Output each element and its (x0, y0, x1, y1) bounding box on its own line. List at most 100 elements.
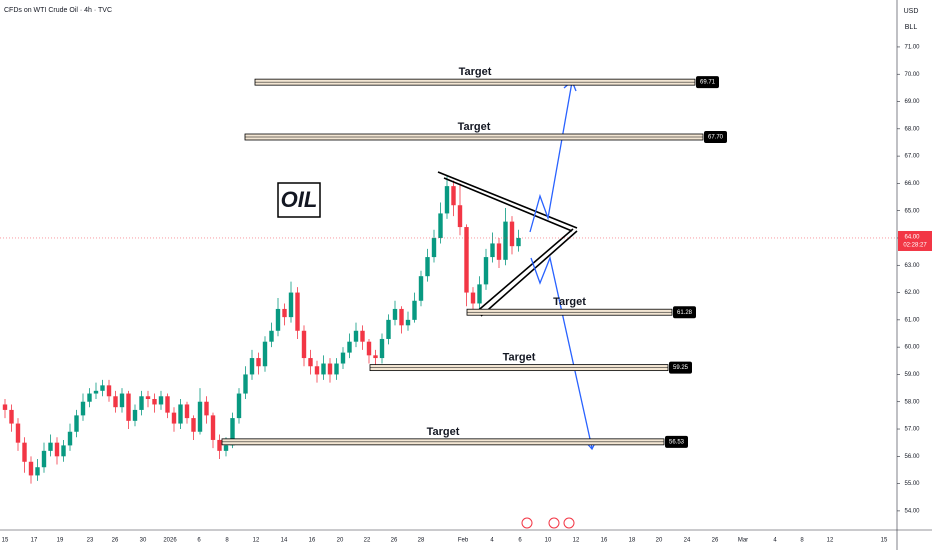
x-tick-label: Feb (458, 538, 469, 544)
candle-body (22, 442, 27, 462)
candle-body (262, 341, 268, 367)
candle-body (379, 338, 385, 359)
candle-body (236, 393, 242, 419)
candle-body (399, 308, 404, 326)
candle-body (425, 257, 430, 277)
candle-body (340, 352, 346, 364)
candle-body (282, 308, 287, 318)
candle-body (308, 358, 313, 367)
x-tick-label: 23 (87, 538, 94, 544)
annotation: OIL (281, 187, 318, 212)
candle-body (2, 404, 8, 410)
candle-body (210, 415, 216, 440)
y-tick-label: 58.00 (904, 399, 920, 405)
price-tag (669, 361, 692, 374)
y-tick-label: 54.00 (904, 508, 920, 514)
candle-body (490, 243, 495, 258)
y-tick-label: 71.00 (904, 45, 920, 51)
candle-body (509, 221, 515, 247)
price-tag (704, 131, 727, 144)
candle-body (483, 257, 489, 285)
candle-body (145, 396, 151, 400)
triangle-line (443, 177, 573, 232)
y-tick-label: 62.00 (904, 290, 920, 296)
x-tick-label: 8 (225, 538, 229, 544)
x-tick-label: 15 (2, 538, 9, 544)
y-tick-label: 67.00 (904, 154, 920, 160)
unit: BLL (905, 24, 918, 31)
x-tick-label: 14 (281, 538, 288, 544)
candle-body (249, 358, 255, 375)
target-label: Target (427, 426, 460, 438)
candle-body (438, 213, 443, 238)
x-tick-label: 17 (31, 538, 38, 544)
candle-body (119, 393, 125, 408)
y-tick-label: 65.00 (904, 208, 920, 214)
x-tick-label: 20 (656, 538, 663, 544)
candle-body (477, 284, 482, 304)
candle-body (28, 461, 34, 476)
candle-body (418, 276, 424, 301)
candle-body (457, 205, 463, 228)
x-tick-label: 2026 (163, 538, 177, 544)
y-tick-label: 60.00 (904, 345, 920, 351)
event-icon (521, 517, 533, 529)
candle-body (87, 393, 92, 402)
candle-body (373, 355, 378, 359)
x-tick-label: 28 (418, 538, 425, 544)
candle-body (392, 308, 398, 320)
candle-body (321, 363, 326, 375)
y-tick-label: 57.00 (904, 427, 920, 433)
candle-body (74, 415, 79, 432)
x-tick-label: 15 (881, 538, 888, 544)
y-tick-label: 69.00 (904, 99, 920, 105)
y-tick-label: 56.00 (904, 454, 920, 460)
triangle (437, 171, 578, 317)
x-tick-label: 22 (364, 538, 371, 544)
x-tick-label: 6 (197, 538, 201, 544)
candle-body (412, 300, 417, 320)
candle-body (100, 385, 105, 391)
candle-body (470, 292, 476, 304)
price-tag (665, 435, 688, 448)
x-tick-label: 6 (518, 538, 522, 544)
candle-body (178, 404, 183, 424)
triangle-line (473, 228, 574, 315)
up-arrow (529, 81, 573, 233)
x-tick-label: 12 (253, 538, 260, 544)
triangle-line (437, 171, 578, 229)
candle-body (93, 390, 99, 394)
x-tick-label: 12 (827, 538, 834, 544)
candle-body (35, 467, 40, 476)
y-tick-label: 63.00 (904, 263, 920, 269)
candle-body (301, 330, 307, 359)
countdown: 02:28:27 (903, 243, 927, 249)
x-tick-label: 12 (573, 538, 580, 544)
candle-body (48, 442, 53, 451)
candle-body (9, 409, 14, 424)
candle-body (405, 319, 411, 326)
candle-body (386, 319, 391, 339)
target-label: Target (503, 352, 536, 364)
target-label: Target (553, 296, 586, 308)
price-tag-label: 69.71 (700, 80, 716, 86)
candle-body (113, 396, 118, 408)
annotation-box (277, 182, 321, 218)
x-tick-label: 26 (391, 538, 398, 544)
candle-body (165, 396, 170, 413)
candle-body (496, 243, 502, 260)
x-tick-label: 19 (57, 538, 64, 544)
candle-body (295, 292, 300, 331)
candle-body (314, 366, 320, 375)
candle-body (451, 186, 456, 206)
candle-body (431, 237, 437, 258)
price-tag-label: 59.25 (673, 365, 689, 371)
y-tick-label: 68.00 (904, 126, 920, 132)
x-tick-label: 18 (629, 538, 636, 544)
y-tick-label: 61.00 (904, 317, 920, 323)
candle-body (61, 445, 66, 457)
candle-body (158, 396, 164, 405)
candle-body (347, 341, 352, 353)
candle-body (67, 431, 73, 446)
